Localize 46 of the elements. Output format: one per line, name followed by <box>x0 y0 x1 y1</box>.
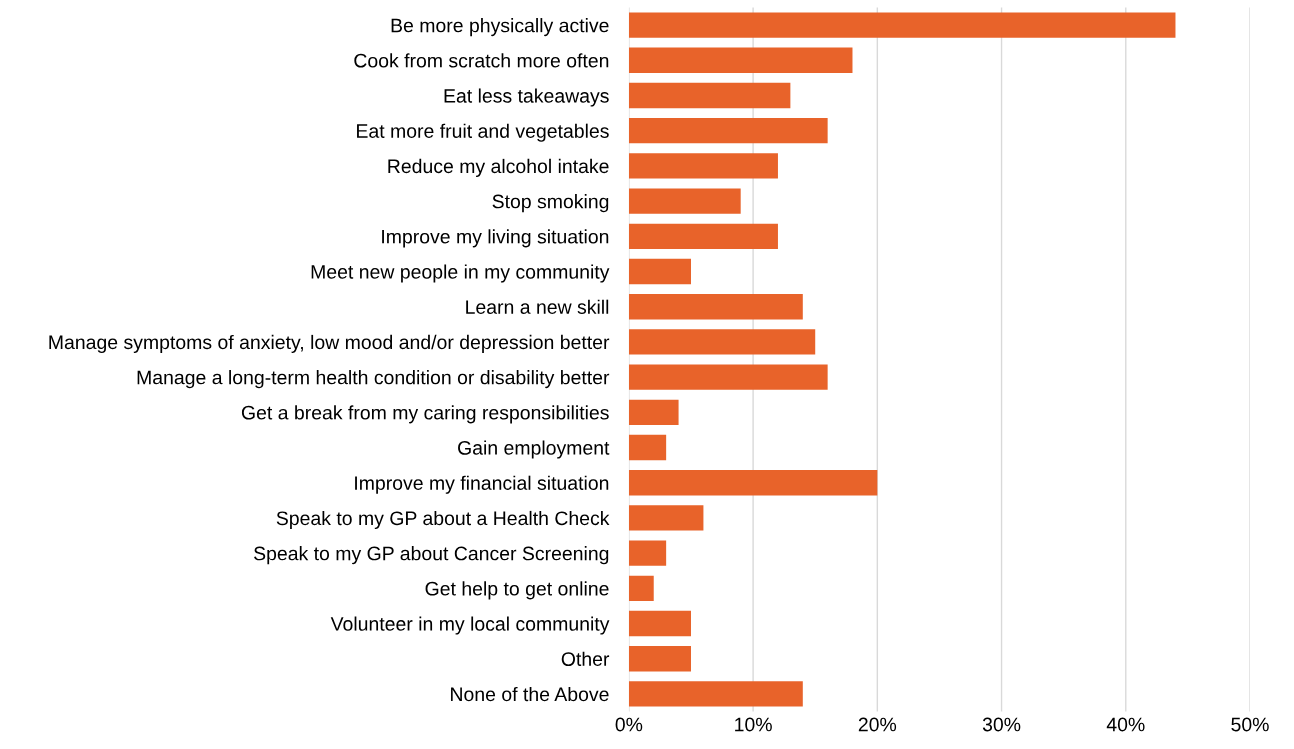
y-tick-label: Volunteer in my local community <box>330 616 610 635</box>
y-tick-label: Get a break from my caring responsibilities <box>241 405 609 424</box>
y-tick-label: Improve my living situation <box>382 229 609 248</box>
y-tick-label: None of the Above <box>451 686 609 702</box>
y-tick-label: Speak to my GP about Cancer Screening <box>254 546 609 565</box>
bar <box>628 610 691 637</box>
bar <box>628 12 1176 38</box>
bar <box>628 434 667 461</box>
y-tick-label: Other <box>561 651 610 666</box>
y-tick-label: Meet new people in my community <box>311 264 610 283</box>
bar <box>628 258 691 285</box>
bar <box>628 540 667 566</box>
bar <box>628 188 741 214</box>
y-tick-label: Manage a long-term health condition or disability better <box>137 370 610 389</box>
x-tick-label: 10% <box>735 717 772 732</box>
bar <box>628 294 803 320</box>
y-tick-label: Get help to get online <box>425 581 609 600</box>
bar <box>628 575 654 602</box>
y-tick-label: Learn a new skill <box>466 299 609 314</box>
y-tick-label: Eat more fruit and vegetables <box>357 123 609 142</box>
x-tick-label: 20% <box>858 717 897 732</box>
y-tick-label: Stop smoking <box>492 194 609 213</box>
bar <box>628 47 853 73</box>
y-tick-label: Speak to my GP about a Health Check <box>276 510 610 530</box>
y-tick-label: Gain employment <box>458 440 610 459</box>
bar <box>628 646 691 672</box>
y-tick-label: Eat less takeaways <box>444 88 609 107</box>
bar <box>628 681 803 707</box>
bar <box>628 329 816 355</box>
x-tick-label: 30% <box>982 717 1021 732</box>
bar <box>628 118 828 144</box>
y-tick-label: Be more physically active <box>391 18 609 37</box>
bar <box>628 470 878 496</box>
x-tick-label: 40% <box>1106 717 1145 732</box>
bar <box>628 153 778 179</box>
y-tick-label: Improve my financial situation <box>355 475 609 494</box>
bar <box>628 399 679 425</box>
y-tick-label: Manage symptoms of anxiety, low mood and/or depression better <box>49 334 610 353</box>
x-tick-label: 0% <box>615 717 643 732</box>
bar <box>628 223 778 249</box>
bar <box>628 364 828 390</box>
x-tick-label: 50% <box>1231 717 1269 732</box>
y-tick-label: Reduce my alcohol intake <box>388 158 609 177</box>
y-tick-label: Cook from scratch more often <box>354 53 609 68</box>
bar <box>628 82 791 109</box>
bar <box>628 505 704 531</box>
